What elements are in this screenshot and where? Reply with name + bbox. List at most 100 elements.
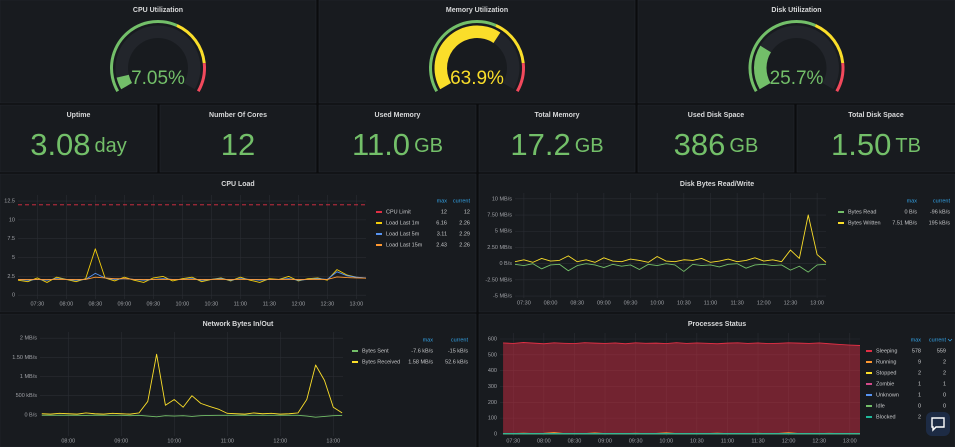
legend-header: max [423, 337, 434, 343]
x-tick-label: 09:00 [597, 300, 611, 306]
series-line [18, 276, 367, 280]
x-tick-label: 07:30 [30, 301, 44, 307]
x-tick-label: 13:00 [349, 301, 363, 307]
x-tick-label: 12:00 [291, 301, 305, 307]
x-tick-label: 10:30 [690, 438, 704, 444]
x-tick-label: 12:00 [782, 438, 796, 444]
x-tick-label: 12:30 [784, 300, 798, 306]
x-tick-label: 12:30 [812, 438, 826, 444]
legend-current: 12 [464, 209, 470, 215]
panel-title: Disk Bytes Read/Write [680, 181, 754, 188]
y-tick-label: -5 MB/s [493, 294, 512, 300]
y-tick-label: 2 MB/s [20, 336, 37, 342]
x-tick-label: 12:30 [320, 301, 334, 307]
stat-number: 11.0 [352, 127, 410, 162]
y-tick-label: 300 [488, 384, 497, 390]
help-button-bg[interactable] [926, 412, 950, 436]
y-tick-label: 0 B/s [24, 412, 37, 418]
legend-current: -96 kB/s [930, 209, 950, 215]
legend-current: 2.29 [459, 231, 470, 237]
x-tick-label: 13:00 [810, 300, 824, 306]
legend-label: Load Last 1m [386, 220, 420, 226]
panel-title: CPU Utilization [133, 7, 183, 14]
legend-max: 2.43 [436, 242, 447, 248]
stat-unit: TB [895, 135, 921, 157]
x-tick-label: 10:00 [659, 438, 673, 444]
panel [0, 0, 317, 104]
legend-label: Stopped [876, 370, 897, 376]
x-tick-label: 08:00 [544, 300, 558, 306]
series-line [514, 263, 827, 273]
legend-max: 7.51 MB/s [892, 220, 917, 226]
x-tick-label: 12:00 [273, 438, 287, 444]
gauge-value-label: 63.9% [450, 68, 504, 89]
help-button[interactable] [926, 412, 950, 436]
legend-current: 2 [943, 359, 946, 365]
x-tick-label: 10:00 [175, 301, 189, 307]
panel [318, 0, 636, 104]
stat-number: 3.08 [30, 127, 90, 162]
legend-label: Bytes Received [362, 359, 400, 365]
x-tick-label: 11:00 [221, 438, 234, 444]
stat-value: 1.50 TB [831, 127, 921, 162]
panel [478, 104, 636, 173]
series-line [41, 353, 343, 415]
legend-max: 12 [441, 209, 447, 215]
x-tick-label: 07:30 [506, 438, 520, 444]
gauge-threshold [196, 62, 206, 92]
gauge-threshold [835, 62, 845, 92]
stat-value: 12 [221, 127, 255, 162]
x-tick-label: 09:00 [598, 438, 612, 444]
panel [318, 104, 477, 173]
y-tick-label: 10 [9, 217, 15, 223]
x-tick-label: 11:00 [234, 301, 247, 307]
panel-title: Memory Utilization [446, 7, 508, 14]
y-tick-label: 2.5 [7, 274, 15, 280]
legend-current: 0 [943, 392, 946, 398]
panel-title: CPU Load [221, 181, 254, 188]
legend-max: 0 B/s [904, 209, 917, 215]
panel-title: Used Memory [375, 112, 421, 119]
y-tick-label: 0 [494, 431, 497, 437]
y-tick-label: 12.5 [4, 198, 15, 204]
y-tick-label: 5 [12, 255, 15, 261]
panel [0, 313, 477, 447]
x-tick-label: 11:30 [751, 438, 764, 444]
panel [796, 104, 955, 173]
panel-title: Disk Utilization [771, 7, 821, 14]
legend-header: max [911, 337, 922, 343]
x-tick-label: 09:00 [114, 438, 128, 444]
legend-max: 1 [918, 392, 921, 398]
legend-header: max [437, 198, 448, 204]
stat-number: 12 [221, 127, 255, 162]
x-tick-label: 10:30 [204, 301, 218, 307]
panel-title: Total Disk Space [848, 112, 904, 119]
legend-current: 52.6 kB/s [445, 359, 468, 365]
x-tick-label: 09:30 [629, 438, 643, 444]
panel [637, 0, 955, 104]
legend-label: Running [876, 359, 897, 365]
legend-label: Idle [876, 403, 885, 409]
x-tick-label: 11:30 [730, 300, 743, 306]
x-tick-label: 10:00 [650, 300, 664, 306]
y-tick-label: 5 MB/s [495, 229, 512, 235]
series-line [503, 342, 861, 346]
legend-max: -7.6 kB/s [411, 348, 433, 354]
gauge-threshold [814, 24, 845, 64]
panel-title: Number Of Cores [209, 112, 267, 119]
legend-current: 2 [943, 370, 946, 376]
x-tick-label: 08:30 [568, 438, 582, 444]
panel-title: Used Disk Space [688, 112, 745, 119]
legend-label: Bytes Sent [362, 348, 389, 354]
sort-arrow[interactable] [947, 338, 953, 342]
stat-value: 11.0 GB [352, 127, 443, 162]
x-tick-label: 08:30 [570, 300, 584, 306]
series-area [503, 342, 860, 434]
chat-icon[interactable] [931, 417, 945, 432]
legend-label: Bytes Read [848, 209, 876, 215]
gauge-value [754, 45, 771, 90]
y-tick-label: 7.5 [7, 236, 15, 242]
stat-number: 1.50 [831, 127, 891, 162]
stat-value: 386 GB [674, 127, 759, 162]
stat-value: 17.2 GB [510, 127, 603, 162]
